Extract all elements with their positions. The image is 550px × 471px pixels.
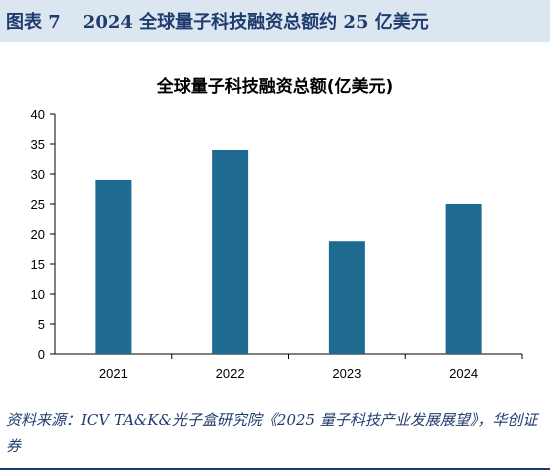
bar-2023 [328, 241, 365, 354]
figure-header: 图表 7 2024 全球量子科技融资总额约 25 亿美元 [0, 0, 550, 42]
bar-2024 [445, 204, 482, 354]
bar-2021 [95, 180, 132, 354]
y-tick-label: 15 [31, 257, 45, 272]
bar-chart: 全球量子科技融资总额(亿美元) 0 5 10 15 20 25 30 35 40 2021 2022… [31, 76, 523, 381]
figure-label: 图表 7 [6, 12, 61, 33]
chart-title: 全球量子科技融资总额(亿美元) [156, 76, 394, 97]
bar-2022 [212, 150, 249, 354]
plot-area: 0 5 10 15 20 25 30 35 40 2021 2022 2023 2024 [31, 107, 523, 381]
figure-heading: 2024 全球量子科技融资总额约 25 亿美元 [82, 12, 429, 33]
source-note: 资料来源：ICV TA&K&光子盒研究院《2025 量子科技产业发展展望》，华创… [6, 411, 538, 455]
y-tick-label: 30 [31, 167, 45, 182]
y-tick-label: 20 [31, 227, 45, 242]
x-tick-label: 2022 [216, 366, 245, 381]
x-tick-label: 2024 [449, 366, 478, 381]
y-tick-label: 10 [31, 287, 45, 302]
x-tick-label: 2023 [332, 366, 361, 381]
bottom-rule [0, 468, 550, 470]
y-tick-label: 0 [38, 347, 45, 362]
y-tick-label: 35 [31, 137, 45, 152]
x-tick-label: 2021 [99, 366, 128, 381]
y-tick-label: 25 [31, 197, 45, 212]
y-tick-label: 5 [38, 317, 45, 332]
y-tick-label: 40 [31, 107, 45, 122]
